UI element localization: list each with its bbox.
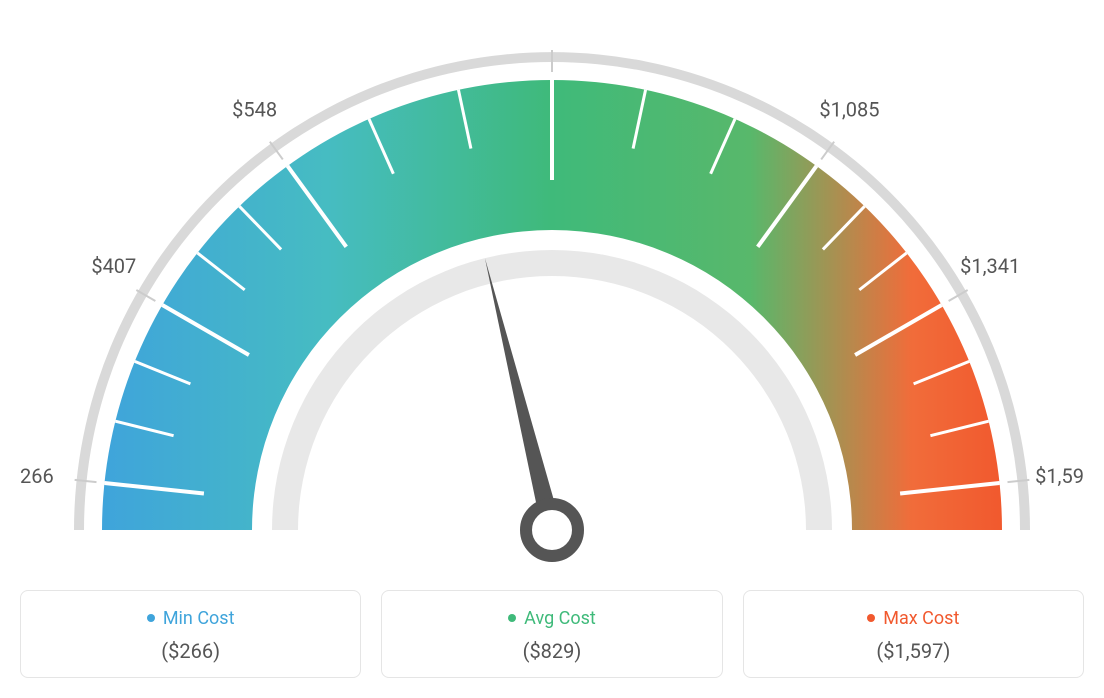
legend-title-text: Min Cost — [163, 608, 235, 629]
cost-gauge-chart: $266 $407 $548 $829 $1,085 $1,341 $1,597 Min C… — [20, 20, 1084, 678]
dot-icon — [508, 614, 516, 622]
dot-icon — [147, 614, 155, 622]
legend-card-avg: Avg Cost ($829) — [381, 590, 722, 678]
legend-title-text: Avg Cost — [524, 608, 596, 629]
tick-label: $1,085 — [819, 98, 879, 122]
tick-label: $548 — [232, 98, 277, 122]
tick-label: $829 — [530, 20, 575, 23]
legend-value-max: ($1,597) — [754, 639, 1073, 663]
legend-title-avg: Avg Cost — [508, 608, 596, 629]
legend-card-min: Min Cost ($266) — [20, 590, 361, 678]
legend-row: Min Cost ($266) Avg Cost ($829) Max Cost… — [20, 590, 1084, 678]
legend-value-avg: ($829) — [392, 639, 711, 663]
dot-icon — [867, 614, 875, 622]
gauge-area: $266 $407 $548 $829 $1,085 $1,341 $1,597 — [20, 20, 1084, 580]
tick-label: $407 — [91, 254, 136, 278]
tick-label: $266 — [20, 464, 54, 488]
gauge-svg: $266 $407 $548 $829 $1,085 $1,341 $1,597 — [20, 20, 1084, 580]
tick-label: $1,341 — [960, 254, 1020, 278]
gauge-needle — [485, 258, 562, 532]
legend-title-max: Max Cost — [867, 608, 959, 629]
legend-title-min: Min Cost — [147, 608, 235, 629]
legend-card-max: Max Cost ($1,597) — [743, 590, 1084, 678]
legend-title-text: Max Cost — [883, 608, 959, 629]
tick-label: $1,597 — [1035, 464, 1084, 488]
legend-value-min: ($266) — [31, 639, 350, 663]
gauge-needle-hub — [526, 504, 578, 556]
